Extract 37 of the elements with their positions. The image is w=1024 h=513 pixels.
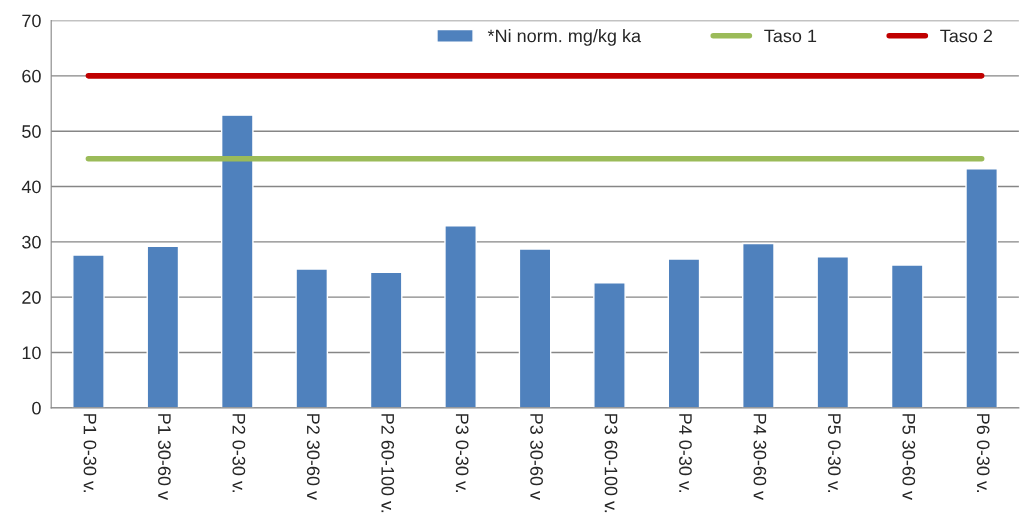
bar [593, 282, 626, 408]
legend-label: Taso 2 [940, 29, 993, 43]
x-tick-label: P2 30-60 v [306, 414, 320, 500]
bar [742, 242, 775, 408]
bar [965, 168, 998, 408]
x-tick-label: P1 0-30 v. [83, 414, 97, 493]
bar [444, 225, 477, 408]
y-tick-label: 0 [32, 401, 41, 415]
y-tick-label: 60 [22, 69, 41, 83]
y-tick-label: 70 [22, 14, 41, 28]
legend-label: *Ni norm. mg/kg ka [487, 29, 642, 46]
bar [72, 254, 105, 408]
bar [667, 258, 701, 408]
x-tick-label: P3 60-100 v. [604, 414, 618, 513]
y-tick-label: 20 [22, 291, 41, 304]
x-tick-label: P6 0-30 v. [976, 414, 990, 493]
bar [369, 271, 403, 408]
legend-label: Taso 1 [764, 29, 817, 43]
x-tick-label: P5 0-30 v. [827, 414, 841, 493]
y-tick-label: 10 [22, 346, 41, 360]
bar [146, 245, 180, 408]
x-tick-label: P5 30-60 v [902, 414, 916, 500]
x-tick-label: P3 30-60 v [530, 414, 543, 500]
x-tick-label: P1 30-60 v [158, 414, 171, 500]
x-tick-label: P4 30-60 v [753, 414, 767, 500]
bar [890, 264, 924, 408]
bar [220, 114, 254, 408]
x-tick-label: P2 0-30 v. [232, 414, 246, 493]
bar [816, 256, 850, 408]
y-tick-label: 40 [21, 180, 41, 194]
x-tick-label: P3 0-30 v. [455, 414, 469, 493]
bar [295, 268, 329, 408]
x-tick-label: P4 0-30 v. [679, 414, 692, 493]
y-tick-label: 50 [22, 125, 41, 138]
y-tick-label: 30 [22, 235, 41, 249]
x-tick-label: P2 60-100 v. [381, 414, 395, 513]
bar [518, 248, 552, 408]
